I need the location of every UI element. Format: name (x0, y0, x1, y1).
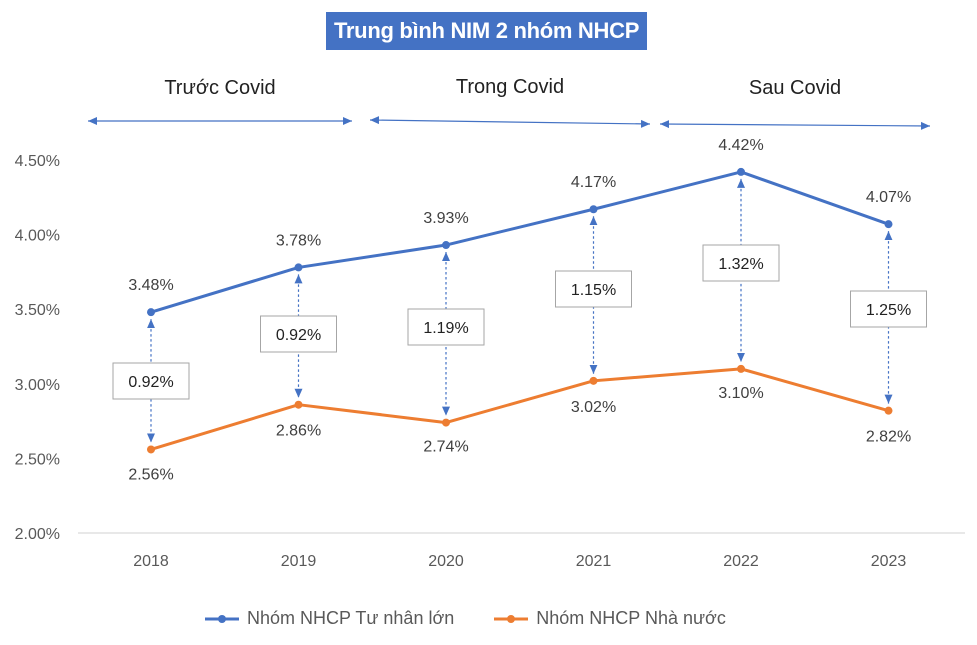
gap-label: 1.15% (571, 282, 616, 299)
x-tick-label: 2022 (723, 553, 759, 570)
data-point (737, 364, 745, 373)
gap-label: 1.32% (718, 256, 763, 273)
data-label: 2.82% (866, 429, 911, 446)
legend-item-private: Nhóm NHCP Tư nhân lớn (205, 608, 454, 629)
y-tick-label: 4.00% (15, 228, 60, 245)
data-point (442, 418, 450, 427)
y-tick-label: 3.00% (15, 377, 60, 394)
data-point (884, 406, 893, 415)
legend-label-state: Nhóm NHCP Nhà nước (536, 608, 726, 628)
gap-box (850, 290, 927, 328)
data-point (737, 167, 745, 176)
period-arrow (659, 120, 931, 130)
data-label: 2.86% (276, 423, 321, 440)
data-label: 4.07% (866, 189, 911, 206)
data-point (442, 241, 450, 250)
series-line (149, 170, 890, 314)
period-label-pre-covid: Trước Covid (164, 77, 276, 99)
x-tick-label: 2019 (281, 553, 317, 570)
y-tick-label: 2.00% (15, 526, 60, 543)
gap-box (260, 315, 337, 353)
gap-box (407, 308, 485, 346)
y-tick-label: 2.50% (15, 451, 60, 468)
gap-box (555, 270, 632, 308)
data-label: 4.42% (718, 137, 763, 154)
period-label-post-covid: Sau Covid (748, 77, 842, 99)
gap-box (702, 244, 780, 282)
legend-item-state: Nhóm NHCP Nhà nước (494, 608, 726, 629)
period-arrow (369, 116, 651, 128)
data-label: 2.56% (128, 466, 173, 483)
data-point (589, 205, 598, 214)
data-point (147, 308, 155, 317)
data-label: 3.02% (571, 399, 616, 416)
data-point (294, 400, 303, 409)
x-tick-label: 2023 (871, 553, 907, 570)
data-label: 3.48% (128, 277, 173, 294)
x-tick-label: 2020 (428, 553, 464, 570)
legend-label-private: Nhóm NHCP Tư nhân lớn (247, 608, 455, 628)
series-line (149, 367, 890, 451)
y-tick-label: 3.50% (15, 302, 60, 319)
data-label: 4.17% (571, 174, 616, 191)
gap-label: 0.92% (128, 374, 173, 391)
data-label: 2.74% (423, 439, 468, 456)
chart-title: Trung bình NIM 2 nhóm NHCP (326, 12, 648, 50)
data-label: 3.78% (276, 232, 321, 249)
x-tick-label: 2021 (576, 553, 612, 570)
data-point (147, 445, 155, 454)
y-tick-label: 4.50% (15, 153, 60, 170)
data-point (589, 376, 598, 385)
legend-line-marker-icon (205, 614, 239, 623)
gap-label: 1.25% (866, 302, 911, 319)
chart-legend: Nhóm NHCP Tư nhân lớn Nhóm NHCP Nhà nước (205, 608, 766, 629)
data-point (294, 263, 303, 272)
x-tick-label: 2018 (133, 553, 169, 570)
period-label-during-covid: Trong Covid (455, 76, 565, 98)
data-label: 3.93% (423, 210, 468, 227)
gap-label: 0.92% (276, 327, 321, 344)
gap-label: 1.19% (423, 320, 468, 337)
legend-line-marker-icon (494, 614, 529, 623)
gap-box (112, 362, 190, 400)
data-point (884, 220, 893, 229)
data-label: 3.10% (718, 385, 763, 402)
